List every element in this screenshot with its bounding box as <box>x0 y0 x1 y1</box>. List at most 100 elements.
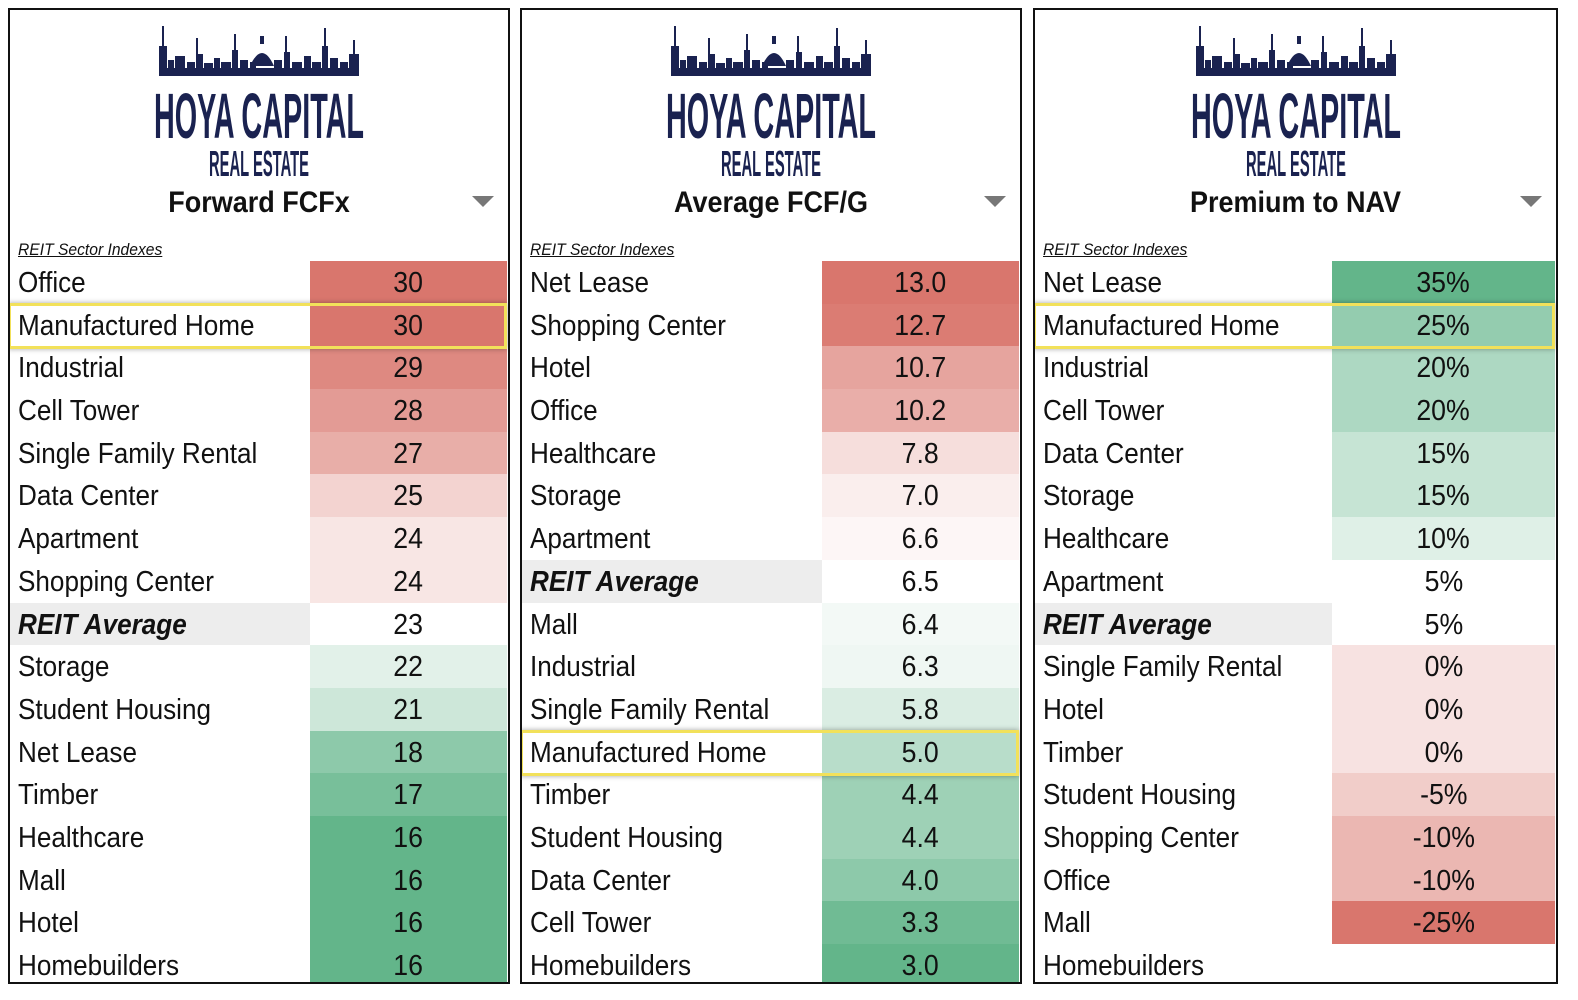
table-row: Net Lease 35% <box>1035 261 1556 304</box>
capitol-dome <box>250 36 274 66</box>
row-label: REIT Average <box>530 565 699 598</box>
row-label: Student Housing <box>1043 779 1236 812</box>
table-row: Office -10% <box>1035 858 1556 902</box>
logo: HOYA CAPITAL REAL ESTATE <box>522 16 1020 186</box>
skyline-building <box>804 62 814 72</box>
table-row: Hotel 0% <box>1035 687 1556 731</box>
row-label: Hotel <box>1043 693 1104 726</box>
skyline-spire <box>162 26 164 60</box>
skyline-building <box>196 54 203 72</box>
logo: HOYA CAPITAL REAL ESTATE <box>1035 16 1556 186</box>
average-row: REIT Average 6.5 <box>522 559 1020 603</box>
skyline-building <box>284 52 290 72</box>
skyline-base <box>159 68 359 76</box>
row-value: 25 <box>310 474 507 518</box>
row-value <box>1332 944 1555 982</box>
table-row: Cell Tower 28 <box>10 389 508 432</box>
row-label: Net Lease <box>530 267 649 299</box>
row-label: Industrial <box>1043 352 1149 385</box>
table-row: Healthcare 7.8 <box>522 431 1020 475</box>
skyline-building <box>1276 60 1285 72</box>
row-label: Office <box>18 267 86 299</box>
skyline-spire <box>797 36 799 60</box>
row-label: Storage <box>530 480 622 513</box>
row-value: 29 <box>310 346 507 390</box>
row-value: 20% <box>1332 346 1555 390</box>
row-value: 22 <box>310 645 507 688</box>
logo: HOYA CAPITAL REAL ESTATE <box>10 16 508 186</box>
logo-line2: REAL ESTATE <box>1246 143 1346 184</box>
table-row: Data Center 4.0 <box>522 858 1020 902</box>
table-row: Timber 4.4 <box>522 773 1020 816</box>
table-title: Forward FCFx <box>168 186 350 219</box>
row-label: Cell Tower <box>18 395 140 428</box>
skyline-building <box>1232 54 1240 72</box>
table-row: Data Center 25 <box>10 474 508 518</box>
row-label: Single Family Rental <box>530 693 770 726</box>
row-label: Homebuilders <box>18 950 180 982</box>
row-value: 24 <box>310 559 507 603</box>
table-row: Industrial 29 <box>10 346 508 390</box>
skyline-spire <box>836 28 838 60</box>
forward-fcfx-panel: HOYA CAPITAL REAL ESTATE Forward FCFx REIT … <box>8 8 510 984</box>
table-rows: Net Lease 13.0 Shopping Center 12.7 Hotel 10.… <box>522 261 1020 982</box>
table-row: Mall -25% <box>1035 901 1556 944</box>
table-row: Industrial 6.3 <box>522 645 1020 688</box>
row-value: -25% <box>1332 901 1555 944</box>
triangle-down-icon[interactable] <box>1520 196 1542 207</box>
skyline-base <box>1195 68 1396 76</box>
skyline-building <box>1340 56 1348 72</box>
table-row: Timber 17 <box>10 773 508 816</box>
table-row: Healthcare 10% <box>1035 517 1556 560</box>
skyline-building <box>824 62 833 72</box>
skyline-building <box>861 54 871 72</box>
row-label: REIT Average <box>1043 608 1212 641</box>
row-value: 20% <box>1332 389 1555 432</box>
row-label: Apartment <box>1043 565 1164 598</box>
row-value: 30 <box>310 261 507 304</box>
triangle-down-icon[interactable] <box>472 196 494 207</box>
skyline-building <box>842 58 850 72</box>
skyline-building <box>1204 60 1211 72</box>
table-row: Apartment 24 <box>10 517 508 560</box>
row-value: 30 <box>310 303 507 347</box>
table-row: Manufactured Home 30 <box>10 303 508 347</box>
skyline-spire <box>1232 38 1235 60</box>
row-value: 4.0 <box>822 858 1019 902</box>
row-label: REIT Average <box>18 608 187 641</box>
skyline-building <box>816 56 823 72</box>
skyline-building <box>187 62 195 72</box>
skyline-spire <box>285 36 287 60</box>
row-value: -10% <box>1332 858 1555 902</box>
skyline-building <box>1348 62 1358 72</box>
row-label: Single Family Rental <box>18 437 258 470</box>
row-label: Mall <box>18 864 66 897</box>
skyline-building <box>796 52 802 72</box>
skyline-spire <box>708 38 710 60</box>
skyline-building <box>726 58 732 72</box>
row-label: Office <box>530 395 598 428</box>
row-value: 17 <box>310 773 507 816</box>
skyline-building <box>250 62 256 72</box>
skyline-building <box>304 56 311 72</box>
table-row: Shopping Center 12.7 <box>522 303 1020 347</box>
table-row: Net Lease 18 <box>10 730 508 774</box>
average-label-background <box>522 559 822 603</box>
skyline-building <box>1286 62 1293 72</box>
row-value: 16 <box>310 858 507 902</box>
triangle-down-icon[interactable] <box>984 196 1006 207</box>
row-value: 0% <box>1332 687 1555 731</box>
row-label: Shopping Center <box>530 309 726 342</box>
row-label: Student Housing <box>18 693 211 726</box>
table-row: Data Center 15% <box>1035 431 1556 475</box>
table-row: Manufactured Home 5.0 <box>522 730 1020 774</box>
table-row: Office 30 <box>10 261 508 304</box>
skyline-building <box>687 56 697 72</box>
row-label: Homebuilders <box>1043 950 1205 982</box>
row-value: 27 <box>310 431 507 475</box>
skyline-building <box>312 62 321 72</box>
table-row: Mall 6.4 <box>522 602 1020 646</box>
table-row: Shopping Center -10% <box>1035 815 1556 859</box>
skyline-building <box>340 62 348 72</box>
row-label: Manufactured Home <box>18 309 255 342</box>
